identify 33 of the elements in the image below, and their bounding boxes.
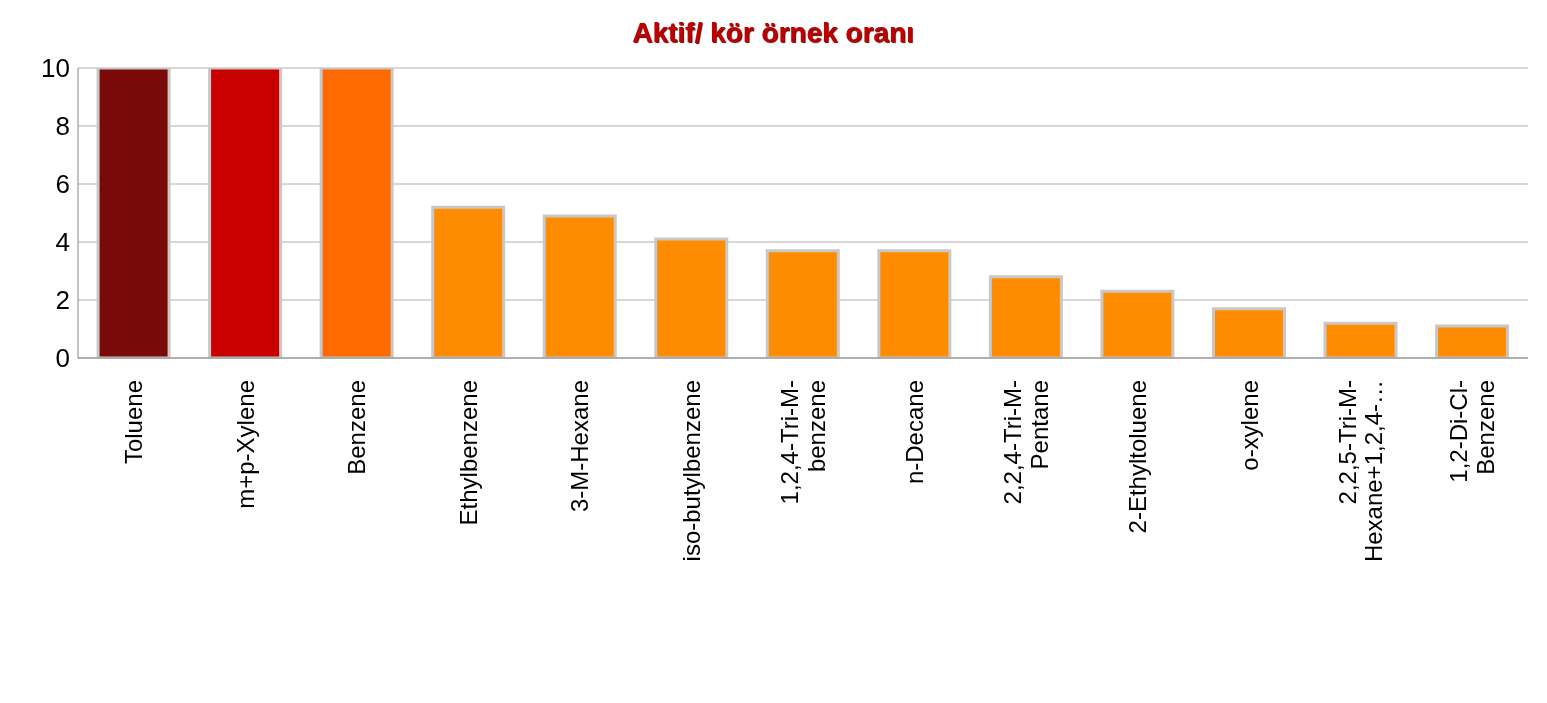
bar — [542, 214, 617, 358]
x-tick-label: 2-Ethyltoluene — [1124, 380, 1152, 534]
bar — [877, 249, 952, 358]
bar — [431, 205, 506, 358]
bar — [1100, 289, 1175, 358]
bar — [96, 68, 171, 358]
y-tick-label: 2 — [55, 285, 70, 316]
y-tick-label: 10 — [41, 53, 70, 84]
x-tick-label: 1,2-Di-Cl-Benzene — [1445, 380, 1499, 483]
x-tick-label: Ethylbenzene — [454, 380, 482, 526]
x-tick-label: m+p-Xylene — [231, 380, 259, 509]
y-tick-label: 4 — [55, 227, 70, 258]
x-tick-label: 3-M-Hexane — [566, 380, 594, 513]
x-tick-label: n-Decane — [900, 380, 928, 485]
x-tick-label: Benzene — [343, 380, 371, 475]
bar — [1323, 321, 1398, 358]
bar — [208, 68, 283, 358]
y-tick-label: 6 — [55, 169, 70, 200]
bar — [1435, 324, 1510, 358]
x-tick-label: o-xylene — [1235, 380, 1263, 471]
x-tick-label: 2,2,5-Tri-M-Hexane+1,2,4-… — [1333, 380, 1388, 563]
chart-title: Aktif/ kör örnek oranı — [632, 17, 914, 48]
x-tick-label: iso-butylbenzene — [677, 380, 705, 562]
bar — [319, 68, 394, 358]
x-tick-label: 1,2,4-Tri-M-benzene — [776, 380, 830, 505]
y-tick-label: 0 — [55, 343, 70, 374]
x-tick-label: 2,2,4-Tri-M-Pentane — [999, 380, 1053, 505]
x-tick-label: Toluene — [120, 380, 148, 465]
y-tick-label: 8 — [55, 111, 70, 142]
bar — [654, 237, 729, 358]
bar — [988, 275, 1063, 358]
bar — [1211, 307, 1286, 358]
bar — [765, 249, 840, 358]
